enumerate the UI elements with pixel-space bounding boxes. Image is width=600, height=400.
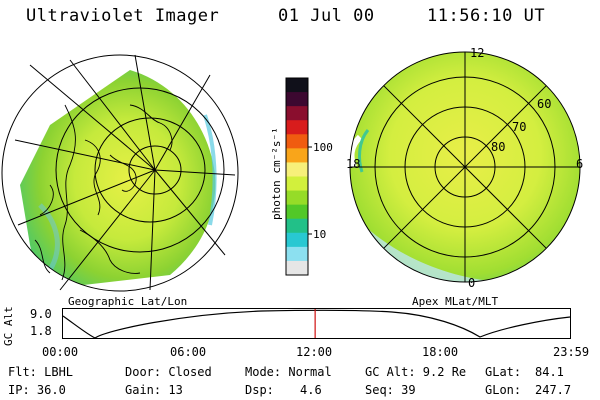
info-dsp-label: Dsp: [245,383,274,397]
colorbar-cell [286,218,308,234]
info-glat-label: GLat: [485,365,522,379]
mlt-label-bottom: 0 [468,276,476,290]
x-tick-0600: 06:00 [170,345,207,359]
altitude-plot [62,308,571,339]
x-tick-2359: 23:59 [553,345,590,359]
altitude-ymax: 9.0 [30,307,52,321]
info-dsp-value: 4.6 [300,383,322,397]
colorbar-cell [286,92,308,107]
colorbar-cell [286,162,308,177]
colorbar-cell [286,78,308,93]
colorbar-unit-label: photon cm⁻²s⁻¹ [270,127,283,220]
lat-lon-grid [1,54,239,292]
info-mode: Mode: Normal [245,365,332,379]
mlat-label-60: 60 [537,97,552,111]
info-gain: Gain: 13 [125,383,183,397]
mlt-label-top: 12 [470,46,485,60]
altitude-ymin: 1.8 [30,324,52,338]
altitude-ylabel: GC Alt [2,306,15,346]
geographic-image [1,54,239,292]
colorbar-cell [286,246,308,262]
info-glon-value: 247.7 [535,383,572,397]
info-seq: Seq: 39 [365,383,416,397]
colorbar-tick-10: 10 [313,228,327,241]
instrument-title: Ultraviolet Imager [26,6,220,26]
colorbar-tick-100: 100 [313,141,333,154]
colorbar-cell [286,134,308,149]
info-gc-alt: GC Alt: 9.2 Re [365,365,467,379]
colorbar-cell [286,106,308,121]
x-tick-0000: 00:00 [42,345,79,359]
date-label: 01 Jul 00 [278,6,375,26]
x-tick-1200: 12:00 [296,345,333,359]
colorbar-cell [286,260,308,276]
polar-plot [349,51,581,283]
info-glon-label: GLon: [485,383,522,397]
auroral-emission [20,70,216,290]
x-tick-1800: 18:00 [422,345,459,359]
time-label: 11:56:10 UT [427,6,546,26]
colorbar-cell [286,120,308,135]
mlt-label-left: 18 [346,157,361,171]
mlt-label-right: 6 [576,157,584,171]
colorbar-cell [286,176,308,192]
altitude-curve [62,309,571,339]
colorbar-cell [286,204,308,220]
polar-panel-label: Apex MLat/MLT [412,295,499,308]
colorbar [285,77,312,276]
colorbar-cell [286,148,308,163]
mlat-label-80: 80 [491,140,506,154]
info-ip: IP: 36.0 [8,383,66,397]
info-door: Door: Closed [125,365,212,379]
mlat-label-70: 70 [512,120,527,134]
colorbar-cell [286,190,308,206]
colorbar-cell [286,232,308,248]
info-glat-value: 84.1 [535,365,564,379]
geo-panel-label: Geographic Lat/Lon [68,295,188,308]
info-flt: Flt: LBHL [8,365,74,379]
mlat-grid [349,51,581,283]
